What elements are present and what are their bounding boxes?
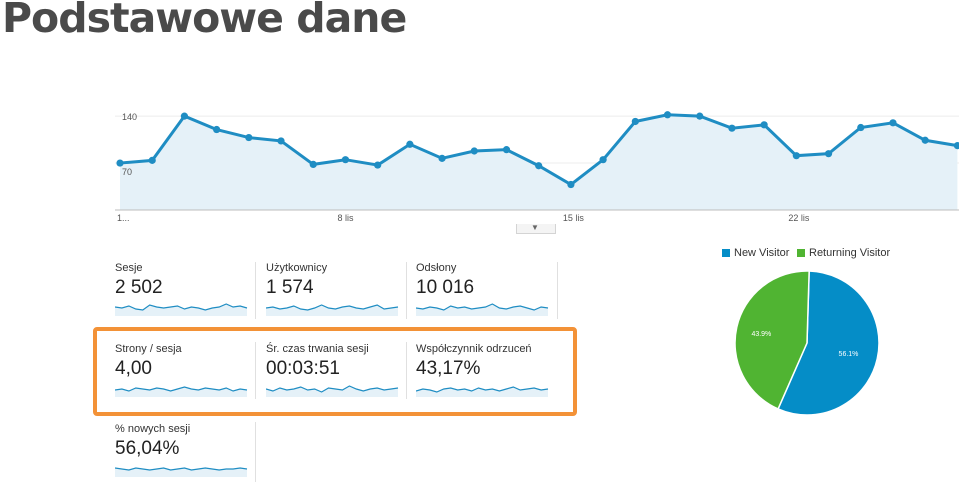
sparkline-area xyxy=(266,305,398,316)
pie-slice-label: 56.1% xyxy=(839,351,859,358)
sparkline-line xyxy=(416,386,549,393)
metric-value: 00:03:51 xyxy=(266,358,340,379)
data-point[interactable] xyxy=(857,123,865,132)
metric-sparkline xyxy=(115,303,248,316)
data-point[interactable] xyxy=(728,124,736,132)
metric-sessions[interactable]: Sesje 2 502 xyxy=(115,262,255,322)
metric-sparkline xyxy=(266,304,399,316)
metric-sparkline xyxy=(416,386,549,397)
data-point[interactable] xyxy=(309,160,317,168)
pie-slice[interactable] xyxy=(777,270,880,416)
data-point[interactable] xyxy=(921,136,929,144)
metric-sparkline xyxy=(266,385,399,397)
data-point[interactable] xyxy=(567,180,575,189)
metric-divider xyxy=(255,342,256,399)
metric-bounce-rate[interactable]: Współczynnik odrzuceń 43,17% xyxy=(416,343,556,403)
sparkline-area xyxy=(115,304,247,316)
sparkline-line xyxy=(266,304,399,311)
metric-sparkline xyxy=(115,386,248,397)
metric-sparkline xyxy=(115,467,248,477)
data-point[interactable] xyxy=(824,150,833,158)
metric-label: Strony / sesja xyxy=(115,343,182,355)
metric-avg-session-duration[interactable]: Śr. czas trwania sesji 00:03:51 xyxy=(266,343,406,403)
data-point[interactable] xyxy=(792,152,800,160)
metric-pages-per-session[interactable]: Strony / sesja 4,00 xyxy=(115,343,255,403)
data-point[interactable] xyxy=(116,159,124,167)
legend-item-new-visitor[interactable]: New Visitor xyxy=(722,247,789,259)
metric-users[interactable]: Użytkownicy 1 574 xyxy=(266,262,406,322)
sparkline-area xyxy=(416,304,548,316)
x-tick-label: 22 lis xyxy=(788,213,810,223)
series-area xyxy=(120,114,958,210)
metric-label: Odsłony xyxy=(416,262,457,274)
x-tick-label: 1... xyxy=(117,213,130,223)
metric-new-sessions[interactable]: % nowych sesji 56,04% xyxy=(115,423,255,483)
metric-label: Sesje xyxy=(115,262,143,274)
y-tick-label: 70 xyxy=(122,167,132,177)
metric-label: % nowych sesji xyxy=(115,423,191,435)
data-point[interactable] xyxy=(438,154,446,162)
legend-label: New Visitor xyxy=(734,247,790,259)
sparkline-area xyxy=(266,386,398,397)
data-point[interactable] xyxy=(406,140,414,148)
data-point[interactable] xyxy=(663,111,672,119)
metric-divider xyxy=(255,262,256,319)
metric-label: Użytkownicy xyxy=(266,262,328,274)
metric-value: 56,04% xyxy=(115,438,180,459)
data-point[interactable] xyxy=(889,119,897,127)
data-point[interactable] xyxy=(599,156,607,164)
metric-divider xyxy=(406,262,407,319)
sparkline-line xyxy=(115,303,248,311)
pie-slice[interactable] xyxy=(734,270,810,410)
legend-item-returning-visitor[interactable]: Returning Visitor xyxy=(797,247,890,259)
data-point[interactable] xyxy=(953,142,959,150)
metric-divider xyxy=(557,262,558,319)
sessions-line-chart: 140 70 1... 8 lis 15 lis 22 lis xyxy=(115,111,959,223)
metric-divider xyxy=(255,422,256,482)
metric-label: Śr. czas trwania sesji xyxy=(266,343,369,355)
data-point[interactable] xyxy=(374,161,382,169)
metric-divider xyxy=(406,342,407,399)
legend-swatch xyxy=(797,249,805,258)
visitor-type-pie-chart: 56.1% 43.9% xyxy=(734,270,880,416)
metric-label: Współczynnik odrzuceń xyxy=(416,343,532,355)
legend-label: Returning Visitor xyxy=(809,247,891,259)
metric-value: 4,00 xyxy=(115,358,152,379)
data-point[interactable] xyxy=(245,133,253,142)
data-point[interactable] xyxy=(760,121,768,129)
pie-slice-label: 43.9% xyxy=(751,331,771,338)
y-tick-label: 140 xyxy=(122,112,137,122)
slide-title: Podstawowe dane xyxy=(2,0,407,42)
metric-value: 10 016 xyxy=(416,277,475,298)
metric-sparkline xyxy=(416,303,549,316)
sparkline-area xyxy=(416,387,548,397)
highlight-box xyxy=(93,327,577,416)
x-tick-label: 15 lis xyxy=(563,213,585,223)
data-point[interactable] xyxy=(502,146,511,154)
data-point[interactable] xyxy=(277,137,285,145)
data-point[interactable] xyxy=(180,112,189,120)
data-point[interactable] xyxy=(696,112,704,120)
data-point[interactable] xyxy=(148,156,156,164)
metric-value: 2 502 xyxy=(115,277,163,298)
sparkline-line xyxy=(115,386,248,392)
data-point[interactable] xyxy=(213,125,221,134)
metric-pageviews[interactable]: Odsłony 10 016 xyxy=(416,262,556,322)
x-tick-label: 8 lis xyxy=(337,213,354,223)
sparkline-line xyxy=(115,467,248,471)
data-point[interactable] xyxy=(631,117,639,126)
metric-value: 1 574 xyxy=(266,277,314,298)
sparkline-line xyxy=(266,385,399,393)
metric-value: 43,17% xyxy=(416,358,481,379)
data-point[interactable] xyxy=(470,147,478,155)
data-point[interactable] xyxy=(341,156,350,164)
sparkline-line xyxy=(416,303,549,311)
data-point[interactable] xyxy=(535,162,543,170)
chart-collapse-handle[interactable]: ▼ xyxy=(516,224,556,234)
legend-swatch xyxy=(722,249,730,258)
caret-down-icon: ▼ xyxy=(531,223,539,232)
